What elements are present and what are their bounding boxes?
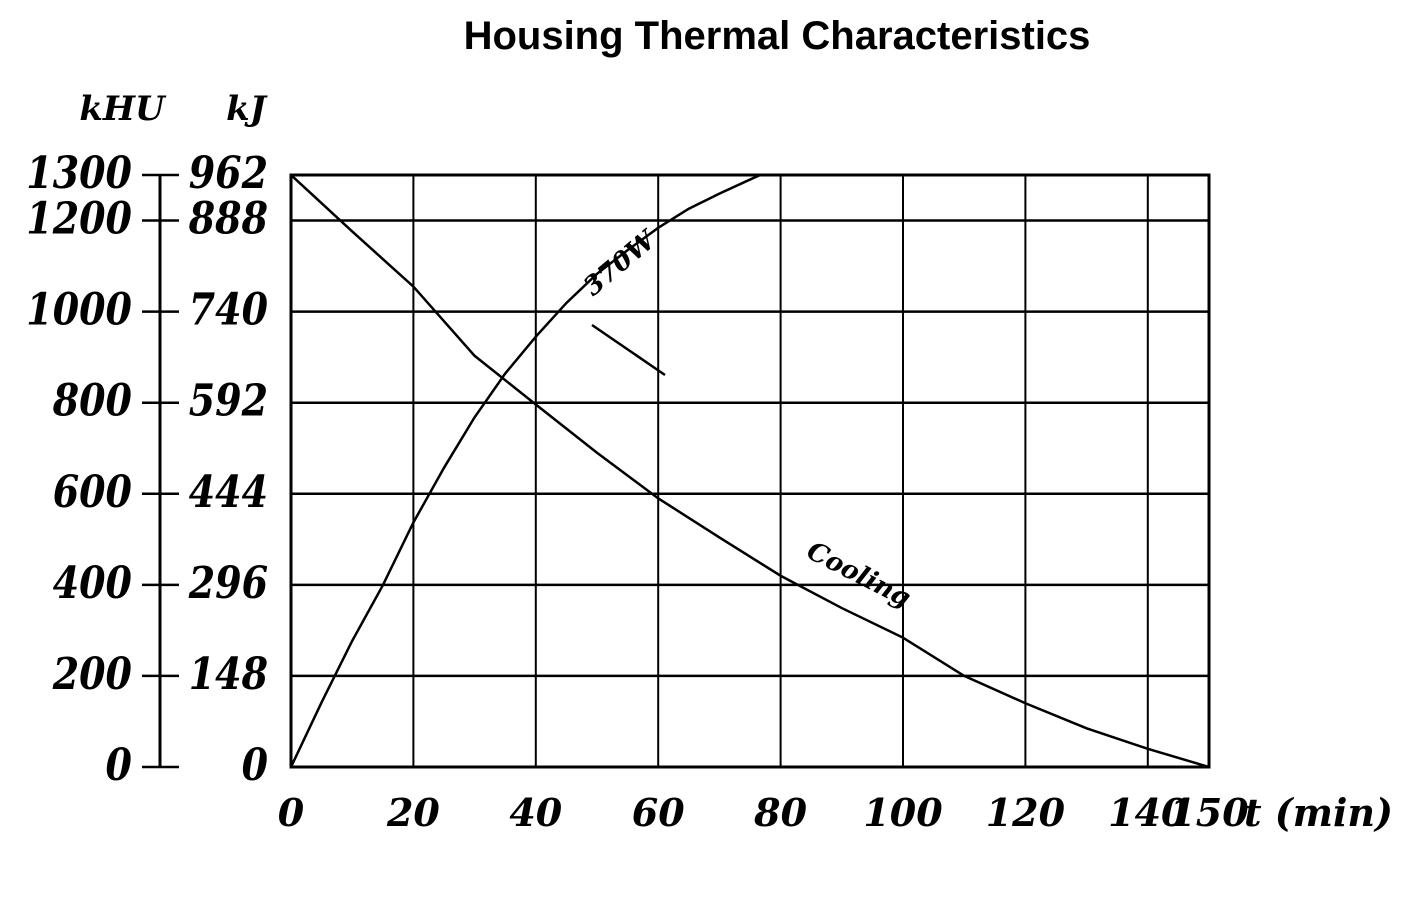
kj-tick-label: 0 xyxy=(242,739,269,790)
kj-unit-label: kJ xyxy=(226,89,268,129)
x-tick-label-120: 120 xyxy=(986,790,1066,835)
khu-tick-label: 1300 xyxy=(26,147,132,198)
khu-tick-label: 1000 xyxy=(26,284,132,335)
khu-unit-label: kHU xyxy=(79,89,167,129)
kj-tick-label: 740 xyxy=(189,284,269,335)
khu-tick-label: 0 xyxy=(106,739,133,790)
series xyxy=(291,175,1209,767)
series-label-cooling: Cooling xyxy=(802,536,916,614)
x-tick-label-40: 40 xyxy=(509,790,562,835)
x-tick-label-20: 20 xyxy=(386,790,440,835)
chart-title: Housing Thermal Characteristics xyxy=(463,14,1091,58)
khu-tick-label: 1200 xyxy=(26,193,132,244)
kj-tick-label: 296 xyxy=(188,557,268,608)
x-tick-label-80: 80 xyxy=(753,790,807,835)
series-370w-leader-line xyxy=(591,323,666,377)
axes xyxy=(142,173,179,769)
series-line-cooling xyxy=(291,175,1209,767)
x-tick-label-140: 140 xyxy=(1108,790,1188,835)
x-tick-label-150: 150 xyxy=(1169,790,1249,835)
x-axis-label: t (min) xyxy=(1244,790,1393,835)
kj-tick-label: 888 xyxy=(188,193,268,244)
khu-tick-label: 400 xyxy=(53,557,133,608)
kj-tick-label: 444 xyxy=(189,466,268,517)
x-tick-label-0: 0 xyxy=(278,790,305,835)
x-tick-label-60: 60 xyxy=(632,790,685,835)
x-tick-label-100: 100 xyxy=(863,790,943,835)
labels: 0200400600800100012001300014829644459274… xyxy=(26,89,1393,835)
kj-tick-label: 148 xyxy=(189,648,268,699)
series-line-370w xyxy=(291,175,764,767)
kj-tick-label: 962 xyxy=(189,147,268,198)
khu-tick-label: 200 xyxy=(52,648,133,699)
khu-tick-label: 800 xyxy=(52,375,133,426)
grid xyxy=(289,173,1211,769)
series-label-370w: 370W xyxy=(578,224,663,302)
khu-tick-label: 600 xyxy=(53,466,133,517)
plot-border xyxy=(289,173,1211,769)
kj-tick-label: 592 xyxy=(189,375,268,426)
